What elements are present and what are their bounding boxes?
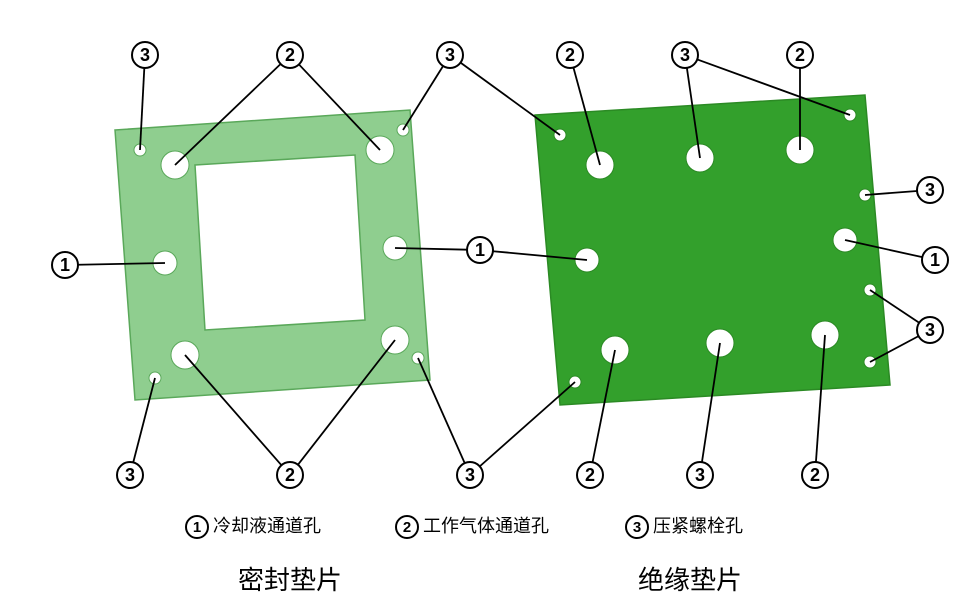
gasket-diagram xyxy=(0,0,960,600)
callout-c-l-3br: 3 xyxy=(456,461,484,489)
sealing-gasket-cutout xyxy=(195,155,365,330)
legend-num-3: 3 xyxy=(625,515,649,539)
callout-c-l-2t: 2 xyxy=(276,41,304,69)
callout-c-r-3b: 3 xyxy=(686,461,714,489)
callout-c-l-2b: 2 xyxy=(276,461,304,489)
legend-num-2: 2 xyxy=(395,515,419,539)
leader-c-l-3tr-0 xyxy=(403,66,443,130)
callout-c-r-3r1: 3 xyxy=(916,176,944,204)
leader-c-l-3tr-1 xyxy=(461,63,560,135)
legend-item-3: 3压紧螺栓孔 xyxy=(625,512,743,539)
callout-c-l-1l: 1 xyxy=(51,251,79,279)
legend-item-2: 2工作气体通道孔 xyxy=(395,512,549,539)
leader-c-l-3br-1 xyxy=(480,382,575,466)
legend-item-1: 1冷却液通道孔 xyxy=(185,512,321,539)
title-left: 密封垫片 xyxy=(238,560,342,597)
leader-c-l-3br-0 xyxy=(418,358,465,463)
legend-num-1: 1 xyxy=(185,515,209,539)
callout-c-r-3r2: 3 xyxy=(916,316,944,344)
legend-text-2: 工作气体通道孔 xyxy=(423,516,549,536)
callout-c-r-2bl: 2 xyxy=(576,461,604,489)
callout-c-r-2br: 2 xyxy=(801,461,829,489)
callout-c-r-2tr: 2 xyxy=(786,41,814,69)
callout-c-l-3tl: 3 xyxy=(131,41,159,69)
callout-c-l-3bl: 3 xyxy=(116,461,144,489)
callout-c-l-3tr: 3 xyxy=(436,41,464,69)
callout-c-l-1r: 1 xyxy=(466,236,494,264)
legend-text-1: 冷却液通道孔 xyxy=(213,516,321,536)
callout-c-r-3t: 3 xyxy=(671,41,699,69)
callout-c-r-2tl: 2 xyxy=(556,41,584,69)
title-right: 绝缘垫片 xyxy=(638,560,742,597)
callout-c-r-1r: 1 xyxy=(921,246,949,274)
legend-text-3: 压紧螺栓孔 xyxy=(653,516,743,536)
